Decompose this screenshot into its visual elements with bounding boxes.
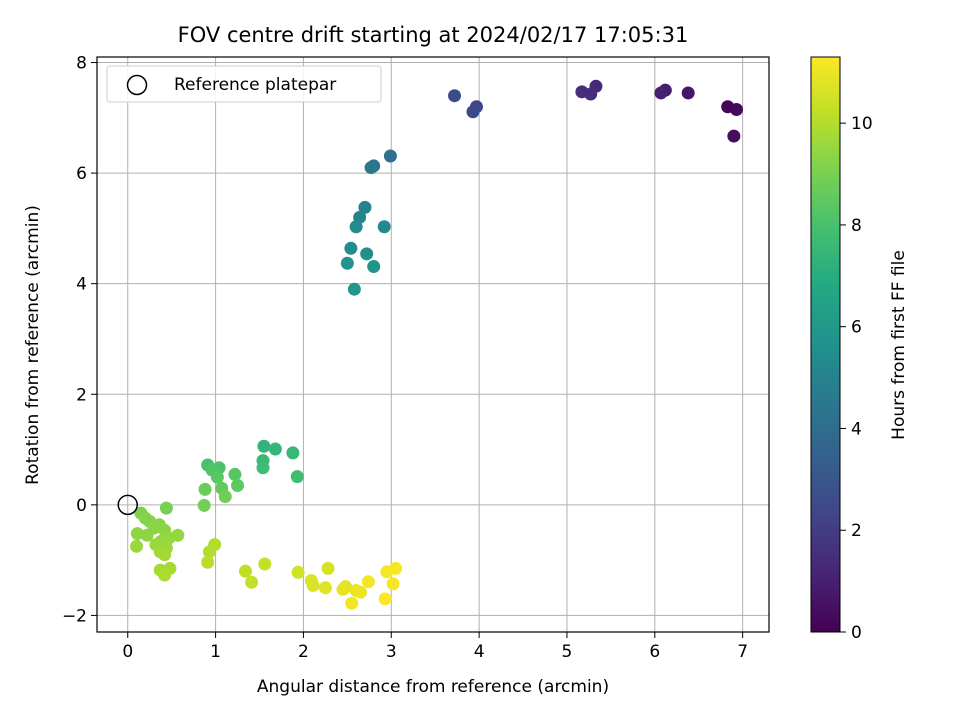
data-point bbox=[245, 575, 259, 589]
data-point bbox=[729, 103, 743, 117]
data-points bbox=[117, 79, 743, 610]
y-axis-ticks: −2 0 2 4 6 8 bbox=[62, 54, 97, 626]
data-point bbox=[231, 478, 245, 492]
colorbar-tick-label: 6 bbox=[851, 318, 862, 338]
data-point bbox=[345, 596, 359, 610]
data-point bbox=[358, 200, 372, 214]
data-point bbox=[349, 220, 363, 234]
data-point bbox=[654, 86, 668, 100]
data-point bbox=[377, 220, 391, 234]
data-point bbox=[198, 482, 212, 496]
data-point bbox=[130, 539, 144, 553]
data-point bbox=[257, 439, 271, 453]
data-point bbox=[290, 470, 304, 484]
data-point bbox=[158, 568, 172, 582]
data-point bbox=[306, 579, 320, 593]
data-point bbox=[389, 561, 403, 575]
data-point bbox=[681, 86, 695, 100]
data-point bbox=[344, 241, 358, 255]
colorbar-label: Hours from first FF file bbox=[889, 250, 909, 440]
x-axis-label: Angular distance from reference (arcmin) bbox=[257, 677, 609, 697]
data-point bbox=[347, 282, 361, 296]
data-point bbox=[354, 585, 368, 599]
data-point bbox=[158, 548, 172, 562]
x-tick-label: 6 bbox=[649, 642, 660, 662]
data-point bbox=[202, 545, 216, 559]
legend-label-reference: Reference platepar bbox=[174, 75, 336, 95]
data-point bbox=[201, 555, 215, 569]
colorbar-tick-label: 8 bbox=[851, 216, 862, 236]
y-tick-label: 2 bbox=[76, 385, 87, 405]
x-tick-label: 4 bbox=[474, 642, 485, 662]
data-point bbox=[321, 561, 335, 575]
colorbar-tick-label: 2 bbox=[851, 521, 862, 541]
x-tick-label: 2 bbox=[298, 642, 309, 662]
colorbar-tick-label: 10 bbox=[851, 114, 873, 134]
data-point bbox=[238, 564, 252, 578]
colorbar-tick-label: 0 bbox=[851, 623, 862, 643]
x-tick-label: 0 bbox=[122, 642, 133, 662]
data-point bbox=[340, 256, 354, 270]
data-point bbox=[159, 501, 173, 515]
colorbar-tick-label: 4 bbox=[851, 419, 862, 439]
data-point bbox=[361, 575, 375, 589]
y-tick-label: 6 bbox=[76, 164, 87, 184]
data-point bbox=[130, 527, 144, 541]
data-point bbox=[210, 470, 224, 484]
y-tick-label: 4 bbox=[76, 275, 87, 295]
data-point bbox=[448, 89, 462, 103]
y-tick-label: −2 bbox=[62, 606, 87, 626]
data-point bbox=[140, 528, 154, 542]
data-point bbox=[386, 577, 400, 591]
grid bbox=[97, 57, 769, 632]
data-point bbox=[258, 557, 272, 571]
data-point bbox=[218, 490, 232, 504]
data-point bbox=[291, 565, 305, 579]
colorbar: 0 2 4 6 8 10 Hours from first FF file bbox=[810, 56, 909, 643]
x-tick-label: 3 bbox=[386, 642, 397, 662]
data-point bbox=[256, 461, 270, 475]
legend-marker-reference bbox=[126, 74, 148, 96]
legend: Reference platepar bbox=[106, 65, 382, 103]
data-point bbox=[286, 446, 300, 460]
data-point bbox=[336, 582, 350, 596]
y-tick-label: 0 bbox=[76, 496, 87, 516]
x-tick-label: 7 bbox=[737, 642, 748, 662]
data-point bbox=[367, 260, 381, 274]
x-axis-ticks: 0 1 2 3 4 5 6 7 bbox=[122, 632, 748, 662]
reference-platepar-marker bbox=[117, 494, 138, 516]
colorbar-ticks: 0 2 4 6 8 10 bbox=[840, 114, 873, 643]
chart-title: FOV centre drift starting at 2024/02/17 … bbox=[178, 23, 689, 47]
data-point bbox=[364, 161, 378, 175]
y-axis-label: Rotation from reference (arcmin) bbox=[23, 205, 43, 485]
data-point bbox=[360, 247, 374, 261]
colorbar-gradient bbox=[810, 56, 841, 633]
data-point bbox=[268, 442, 282, 456]
data-point bbox=[383, 149, 397, 163]
x-tick-label: 1 bbox=[210, 642, 221, 662]
data-point bbox=[228, 467, 242, 481]
y-tick-label: 8 bbox=[76, 54, 87, 74]
data-point bbox=[727, 129, 741, 143]
plot-area-frame bbox=[96, 56, 770, 633]
data-point bbox=[318, 581, 332, 595]
data-point bbox=[575, 85, 589, 99]
legend-box bbox=[106, 65, 382, 103]
data-point bbox=[378, 592, 392, 606]
data-point bbox=[466, 105, 480, 119]
data-point bbox=[197, 498, 211, 512]
x-tick-label: 5 bbox=[562, 642, 573, 662]
